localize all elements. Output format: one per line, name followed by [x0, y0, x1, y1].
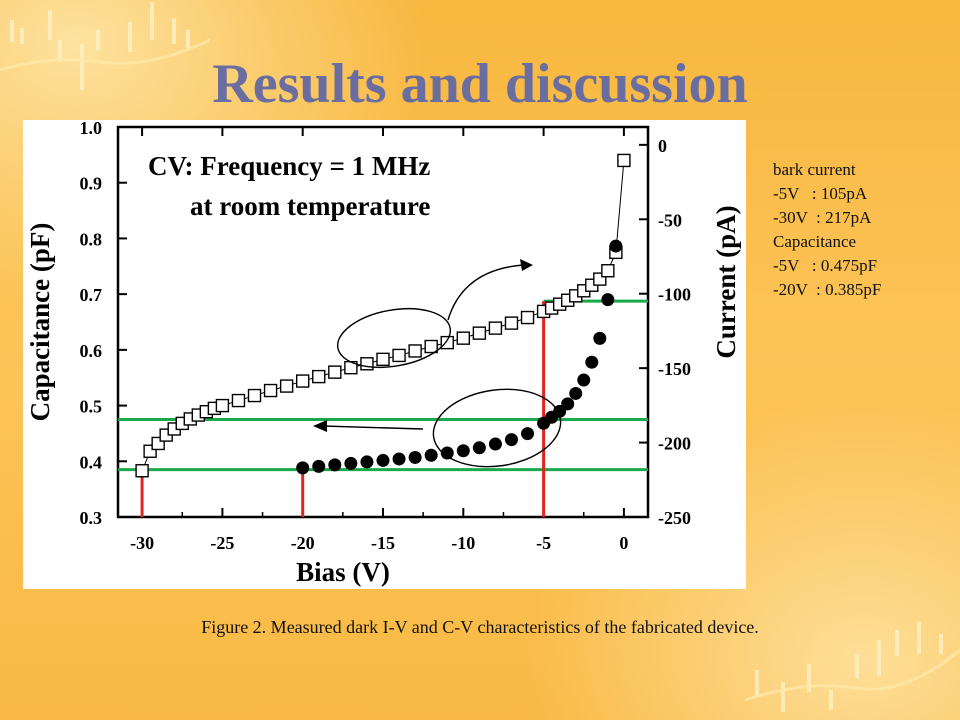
- candlestick-decoration-top-left: [0, 2, 210, 90]
- figure-panel: -30 -25 -20 -15 -10 -5 0 0.3 0.4 0.5 0.6 0.7 0.8 0.9 1…: [23, 120, 746, 589]
- cv-iv-chart: -30 -25 -20 -15 -10 -5 00.30.40.50.60.70.80.91…: [25, 120, 741, 587]
- y-left-axis-title: Capacitance (pF): [25, 223, 55, 422]
- iv-data-point: [601, 293, 615, 307]
- cv-data-point: [295, 374, 310, 388]
- chart-annotation-line: at room temperature: [190, 191, 430, 221]
- iv-data-point: [521, 427, 535, 441]
- x-tick-label: -30: [130, 533, 154, 553]
- cv-data-point: [520, 310, 535, 325]
- cv-data-point: [215, 398, 230, 413]
- cv-data-point: [504, 316, 519, 330]
- y-right-axis-title: Current (pA): [711, 205, 741, 358]
- iv-arrow-line: [322, 425, 424, 430]
- iv-data-point: [609, 239, 623, 253]
- y-left-tick-label: 1.0: [80, 120, 103, 138]
- iv-data-point: [360, 455, 374, 469]
- iv-data-point: [561, 397, 575, 411]
- y-left-tick-label: 0.6: [80, 341, 103, 361]
- iv-data-point: [593, 331, 607, 345]
- x-tick-label: -20: [291, 533, 315, 553]
- y-right-tick-label: -100: [658, 285, 691, 305]
- y-left-tick-label: 0.7: [80, 285, 103, 305]
- figure-caption: Figure 2. Measured dark I-V and C-V char…: [201, 617, 759, 637]
- x-axis-title: Bias (V): [296, 557, 390, 587]
- note-line: Capacitance: [773, 232, 857, 251]
- iv-data-point: [585, 355, 599, 369]
- cv-arrow-line: [447, 264, 524, 321]
- cv-data-point: [472, 326, 487, 340]
- cv-data-point: [488, 321, 503, 335]
- cv-data-point: [312, 369, 326, 384]
- y-right-tick-label: -150: [658, 359, 691, 379]
- note-line: -30V : 217pA: [773, 208, 872, 227]
- slide-title: Results and discussion: [212, 53, 748, 115]
- y-left-tick-label: 0.3: [80, 508, 103, 528]
- iv-arrowhead: [313, 420, 327, 432]
- cv-data-point: [392, 348, 406, 363]
- y-right-tick-label: -200: [658, 434, 691, 454]
- cv-data-point: [424, 339, 438, 354]
- y-left-tick-label: 0.4: [80, 452, 103, 472]
- iv-data-point: [392, 452, 406, 466]
- note-line: -5V : 105pA: [773, 184, 868, 203]
- iv-data-point: [408, 450, 422, 464]
- candlestick-decoration-bottom-right: [745, 622, 960, 712]
- iv-curve-ellipse: [432, 388, 562, 468]
- cv-data-point: [440, 335, 454, 350]
- iv-data-point: [424, 448, 438, 462]
- cv-data-point: [456, 331, 471, 345]
- cv-data-point: [328, 365, 342, 379]
- iv-data-point: [488, 437, 502, 451]
- y-left-tick-label: 0.9: [80, 174, 103, 194]
- y-right-tick-label: 0: [658, 136, 667, 156]
- cv-arrowhead: [520, 259, 533, 271]
- cv-data-point: [408, 344, 422, 358]
- cv-data-point: [360, 357, 374, 371]
- y-left-tick-label: 0.5: [80, 397, 103, 417]
- iv-data-point: [296, 461, 310, 475]
- cv-data-point: [263, 383, 278, 398]
- iv-data-point: [577, 373, 591, 387]
- note-line: -5V : 0.475pF: [773, 256, 878, 275]
- iv-data-point: [376, 453, 390, 467]
- iv-data-point: [569, 386, 583, 400]
- x-tick-label: -15: [371, 533, 395, 553]
- cv-data-point: [617, 153, 631, 168]
- x-tick-label: -10: [451, 533, 475, 553]
- iv-data-point: [344, 456, 358, 470]
- note-line: bark current: [773, 160, 856, 179]
- iv-data-point: [328, 458, 342, 472]
- cv-data-point: [247, 388, 262, 403]
- cv-data-point: [601, 264, 615, 278]
- x-tick-label: -5: [536, 533, 551, 553]
- cv-data-point: [279, 379, 294, 393]
- measurement-notes: bark current -5V : 105pA -30V : 217pA Capac…: [773, 158, 953, 302]
- cv-data-point: [376, 352, 390, 367]
- cv-data-point: [135, 464, 149, 478]
- iv-data-point: [504, 433, 518, 447]
- iv-data-point: [472, 441, 486, 455]
- cv-data-point: [231, 393, 246, 408]
- iv-data-point: [440, 446, 454, 460]
- x-tick-label: 0: [619, 533, 628, 553]
- cv-curve-ellipse: [336, 308, 452, 368]
- note-line: -20V : 0.385pF: [773, 280, 882, 299]
- y-right-tick-label: -50: [658, 210, 682, 230]
- x-tick-label: -25: [210, 533, 234, 553]
- chart-annotation-line: CV: Frequency = 1 MHz: [148, 151, 430, 181]
- y-left-tick-label: 0.8: [80, 229, 103, 249]
- iv-data-point: [312, 459, 326, 473]
- iv-data-point: [456, 444, 470, 458]
- y-right-tick-label: -250: [658, 508, 691, 528]
